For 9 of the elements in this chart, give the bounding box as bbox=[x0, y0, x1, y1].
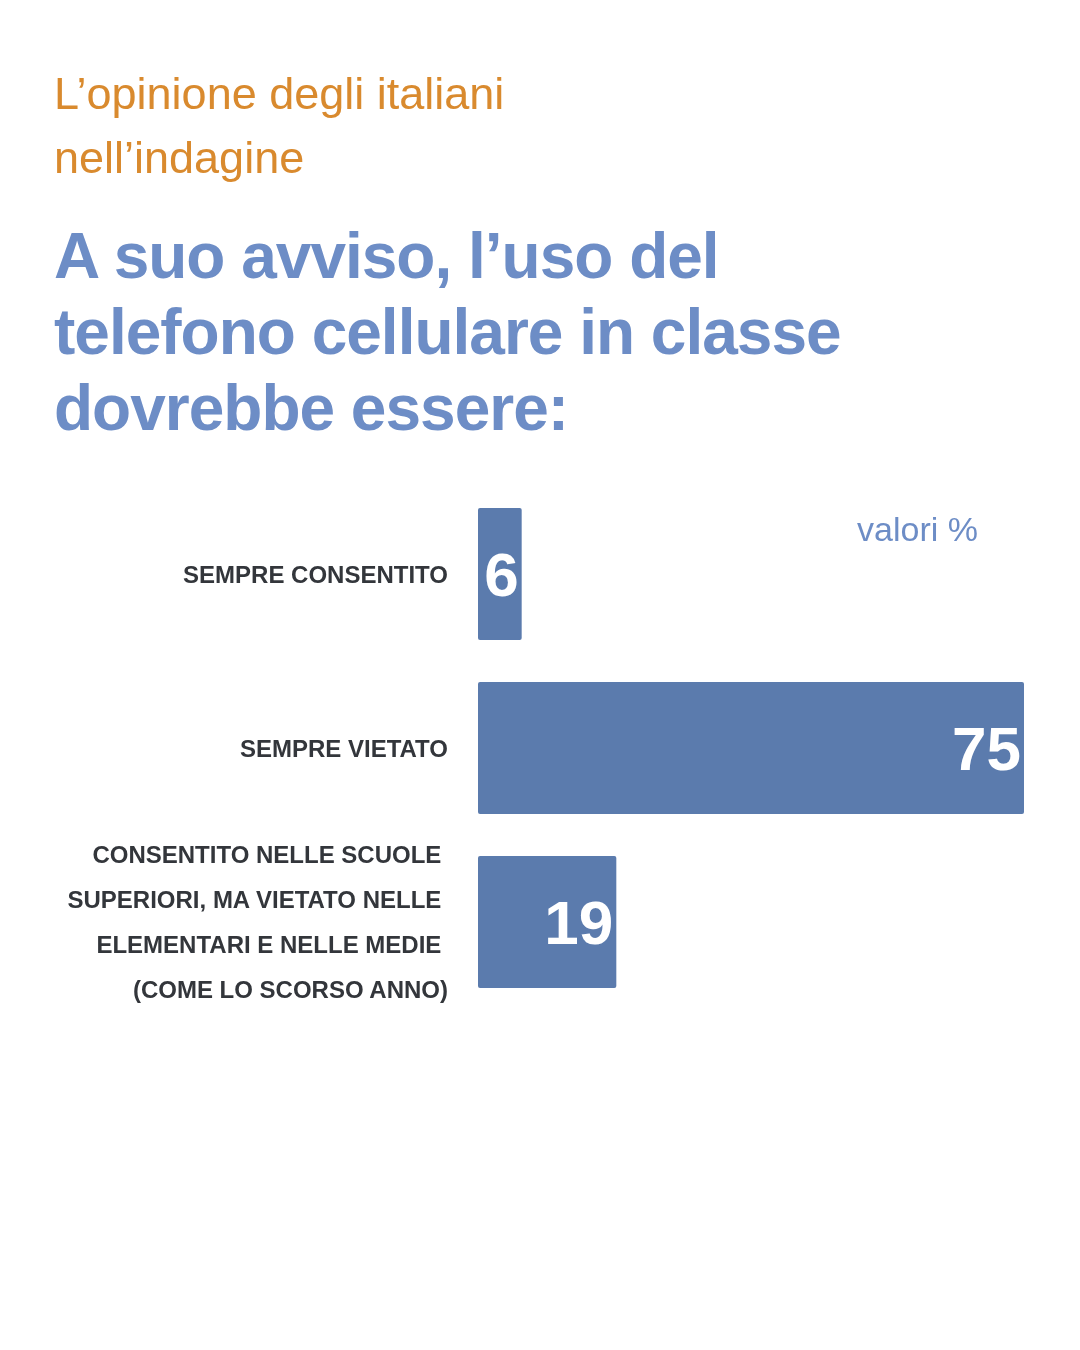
annotation: valori % bbox=[857, 510, 979, 548]
chart-subtitle: L’opinione degli italiani nell’indagine bbox=[54, 67, 506, 185]
chart-title: A suo avviso, l’uso del telefono cellulare in classe dovrebbe essere: bbox=[54, 219, 842, 446]
y-tick-label: CONSENTITO NELLE SCUOLE SUPERIORI, MA VIETATO NELLE ELEMENTARI E NELLE MEDIE (COME LO SCORSO ANNO) bbox=[67, 841, 448, 1003]
data-label: 19 bbox=[544, 887, 614, 957]
data-label: 6 bbox=[484, 539, 519, 609]
y-tick-label: SEMPRE CONSENTITO bbox=[183, 560, 448, 588]
data-label: 75 bbox=[952, 713, 1021, 783]
y-tick-label: SEMPRE VIETATO bbox=[239, 734, 448, 762]
